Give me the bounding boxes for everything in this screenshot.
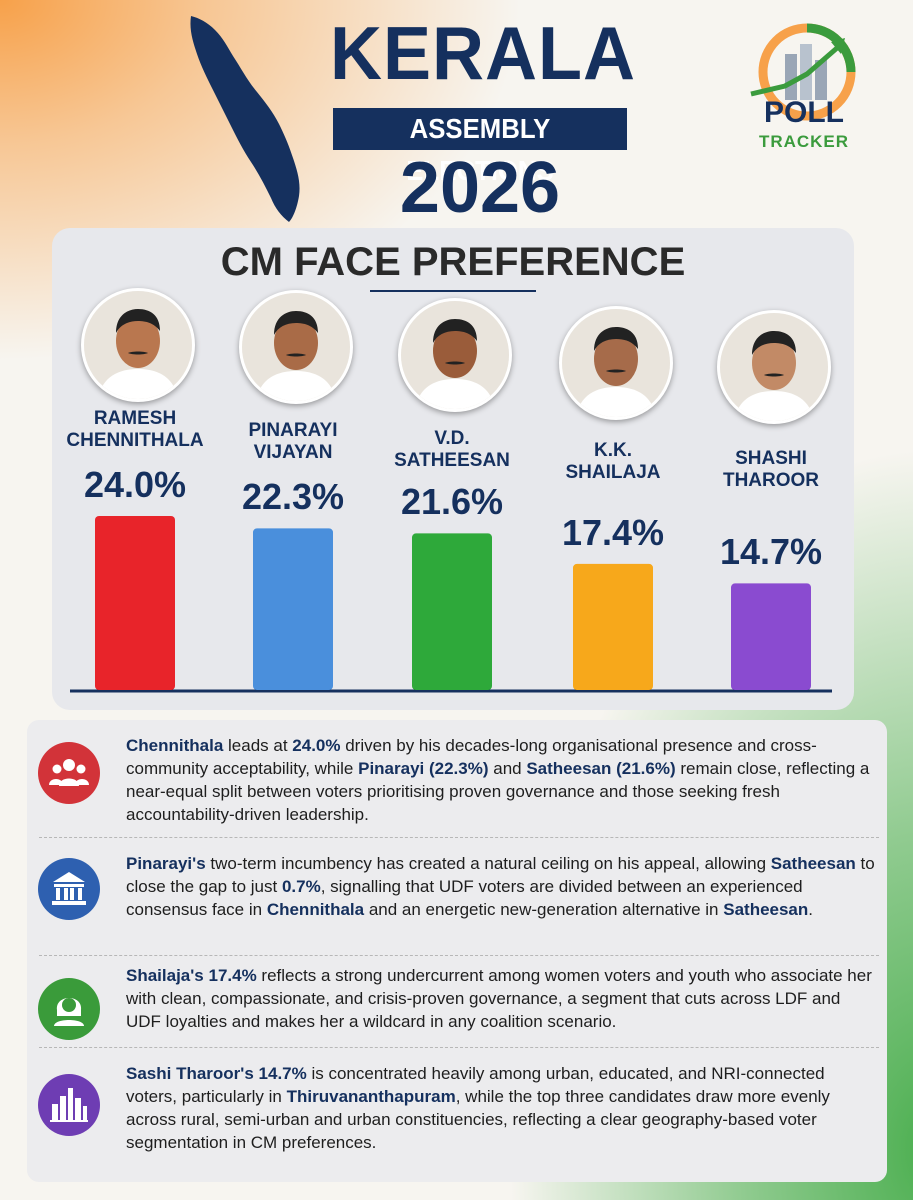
note-text: Pinarayi's two-term incumbency has creat… <box>126 854 875 919</box>
note-text: Sashi Tharoor's 14.7% is concentrated he… <box>126 1064 830 1152</box>
title-year: 2026 <box>399 148 561 228</box>
bar-3 <box>412 533 492 690</box>
candidate-photo-avatar <box>239 290 353 404</box>
logo-text-tracker: TRACKER <box>758 132 850 151</box>
note-text: Chennithala leads at 24.0% driven by his… <box>126 736 870 824</box>
bar-4 <box>573 563 653 690</box>
candidate-name: RAMESH CHENNITHALA <box>66 408 204 451</box>
chart-title: CM FACE PREFERENCE <box>220 240 686 284</box>
bar-value-label: 24.0% <box>83 464 187 505</box>
person-portrait-icon <box>242 293 350 401</box>
chart-title-underline <box>370 290 536 292</box>
bar-chart <box>70 516 832 693</box>
candidate-photo-avatar <box>398 298 512 412</box>
bar-value-label: 21.6% <box>400 481 504 523</box>
person-portrait-icon <box>720 313 828 421</box>
note-divider <box>39 955 879 956</box>
candidate-name: SHASHI THAROOR <box>722 448 820 491</box>
kerala-map-icon <box>190 16 300 222</box>
candidate-name: K.K. SHAILAJA <box>565 440 661 483</box>
analysis-notes: Chennithala leads at 24.0% driven by his… <box>27 720 887 1182</box>
bar-1 <box>95 516 175 690</box>
poll-tracker-logo-icon <box>750 23 856 121</box>
candidate-name: V.D. SATHEESAN <box>394 428 510 471</box>
bar-5 <box>731 583 811 690</box>
candidate-photo-avatar <box>81 288 195 402</box>
title-assembly-elections: ASSEMBLY ELECTIONS <box>333 108 627 186</box>
bar-value-label: 17.4% <box>561 511 665 553</box>
candidate-name: PINARAYI VIJAYAN <box>248 420 338 463</box>
bar-2 <box>253 528 333 690</box>
logo-text-poll: POLL <box>764 96 844 129</box>
people-icon <box>38 742 100 804</box>
person-portrait-icon <box>84 291 192 399</box>
note-divider <box>39 1047 879 1048</box>
chart-card: CM FACE PREFERENCE 24.0% RAMESH CHENNITHAL… <box>52 228 854 710</box>
bar-value-label: 14.7% <box>719 531 823 573</box>
city-skyline-icon <box>38 1074 100 1136</box>
note-divider <box>39 837 879 838</box>
candidate-photo-avatar <box>559 306 673 420</box>
bar-value-label: 22.3% <box>241 476 345 518</box>
person-portrait-icon <box>401 301 509 409</box>
title-kerala: KERALA <box>330 12 636 97</box>
woman-icon <box>38 978 100 1040</box>
person-portrait-icon <box>562 309 670 417</box>
government-building-icon <box>38 858 100 920</box>
note-text: Shailaja's 17.4% reflects a strong under… <box>126 966 872 1031</box>
candidate-photo-avatar <box>717 310 831 424</box>
